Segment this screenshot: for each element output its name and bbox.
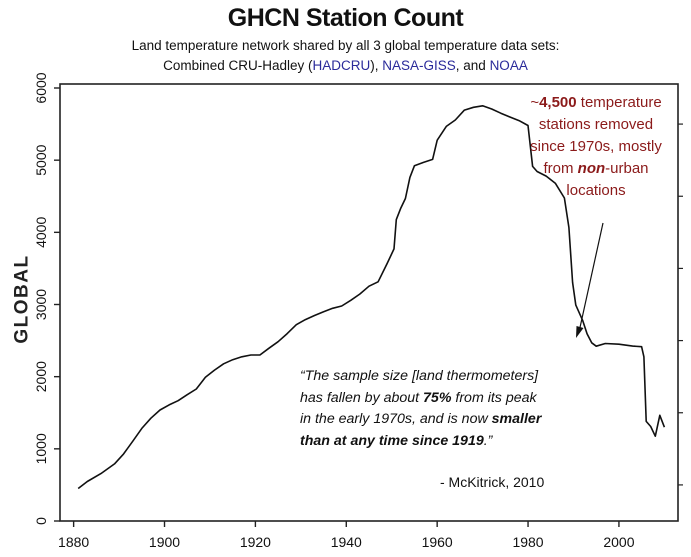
plot-frame (59, 83, 679, 522)
chart-title: GHCN Station Count (227, 4, 464, 32)
x-tick-label-1880: 1880 (58, 534, 89, 550)
right-axis-ticks (678, 123, 683, 486)
subtitle-prefix: Combined CRU-Hadley ( (163, 58, 313, 73)
annotation-line1-rest: temperature (576, 94, 662, 111)
x-tick-label-2000: 2000 (603, 534, 634, 550)
annotation-count: 4,500 (539, 94, 577, 111)
quote-percent: 75% (423, 389, 452, 406)
subtitle-hadcru: HADCRU (312, 58, 371, 73)
y-tick-label-2000: 2000 (33, 361, 49, 392)
y-tick-label-5000: 5000 (33, 144, 49, 175)
subtitle-mid1: ), (370, 58, 383, 73)
annotation-line5: locations (566, 182, 626, 199)
quote-smaller: smaller (491, 411, 542, 427)
y-axis-label: GLOBAL (11, 254, 33, 344)
y-axis: 0 1000 2000 3000 4000 5000 6000 (33, 72, 60, 525)
y-tick-label-0: 0 (33, 517, 49, 525)
quote-close: .” (483, 432, 493, 449)
y-tick-label-4000: 4000 (33, 217, 49, 248)
quote-line1: “The sample size [land thermometers] (300, 368, 539, 384)
annotation-line4-from: from (543, 160, 578, 177)
stations-removed-annotation: ~4,500 temperature stations removed sinc… (512, 92, 680, 202)
annotation-line2: stations removed (538, 116, 654, 133)
chart-subtitle-line2: Combined CRU-Hadley (HADCRU), NASA-GISS,… (0, 58, 691, 73)
mckitrick-quote: “The sample size [land thermometers] has… (300, 366, 572, 452)
x-axis: 1880 1900 1920 1940 1960 1980 2000 (58, 521, 635, 550)
x-tick-label-1960: 1960 (422, 534, 453, 550)
x-tick-label-1940: 1940 (331, 534, 362, 550)
subtitle-mid2: , and (455, 58, 490, 73)
y-tick-label-6000: 6000 (33, 72, 49, 103)
y-tick-label-1000: 1000 (33, 433, 49, 464)
annotation-line3: since 1970s, mostly (530, 138, 662, 155)
x-tick-label-1900: 1900 (149, 534, 180, 550)
y-tick-label-3000: 3000 (33, 289, 49, 320)
subtitle-nasa-giss: NASA-GISS (382, 58, 456, 73)
annotation-urban: -urban (605, 160, 649, 177)
quote-line2c: from its peak (451, 389, 537, 406)
quote-since-1919: than at any time since 1919 (300, 432, 484, 449)
quote-line3: in the early 1970s, and is now (300, 411, 492, 427)
station-count-line (77, 105, 666, 490)
subtitle-noaa: NOAA (489, 58, 528, 73)
x-tick-label-1920: 1920 (240, 534, 271, 550)
annotation-arrow (576, 222, 604, 338)
chart-subtitle-line1: Land temperature network shared by all 3… (131, 38, 560, 53)
annotation-tilde: ~ (530, 94, 540, 111)
x-tick-label-1980: 1980 (512, 534, 543, 550)
quote-citation: - McKitrick, 2010 (440, 474, 545, 490)
annotation-non: non (577, 160, 606, 177)
quote-line2a: has fallen by about (300, 389, 424, 406)
